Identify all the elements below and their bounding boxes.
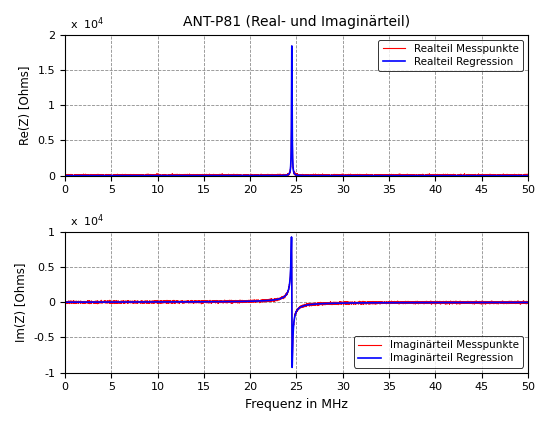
Line: Imaginärteil Regression: Imaginärteil Regression [65,237,528,368]
Legend: Realteil Messpunkte, Realteil Regression: Realteil Messpunkte, Realteil Regression [378,40,523,71]
Realteil Regression [85,173,92,178]
Text: x  10$^4$: x 10$^4$ [69,15,104,32]
Realteil Messpunkte [85,173,92,178]
Imaginärteil Regression [525,300,531,305]
Imaginärteil Messpunkte [430,300,437,305]
Realteil Regression [430,173,436,178]
Realteil Messpunkte [336,173,343,178]
Imaginärteil Messpunkte [288,234,295,239]
Imaginärteil Regression [229,299,236,304]
Line: Realteil Messpunkte: Realteil Messpunkte [65,46,528,176]
Imaginärteil Messpunkte [62,299,69,305]
Realteil Regression [62,173,69,178]
Imaginärteil Messpunkte [336,302,343,307]
Realteil Messpunkte [62,173,69,178]
Realteil Messpunkte [289,43,295,49]
Imaginärteil Regression [288,234,295,239]
Realteil Regression [356,173,362,178]
Y-axis label: Re(Z) [Ohms]: Re(Z) [Ohms] [19,65,32,145]
Realteil Messpunkte [229,173,236,178]
Line: Imaginärteil Messpunkte: Imaginärteil Messpunkte [65,237,528,367]
Line: Realteil Regression: Realteil Regression [65,46,528,176]
Realteil Regression [289,43,295,49]
Realteil Messpunkte [356,173,362,178]
Realteil Regression [229,173,236,178]
Realteil Regression [405,173,412,178]
X-axis label: Frequenz in MHz: Frequenz in MHz [245,398,348,411]
Realteil Messpunkte [430,173,437,178]
Realteil Messpunkte [525,173,531,178]
Realteil Messpunkte [62,172,69,177]
Y-axis label: Im(Z) [Ohms]: Im(Z) [Ohms] [15,262,28,342]
Imaginärteil Regression [85,299,92,305]
Realteil Regression [336,173,343,178]
Title: ANT-P81 (Real- und Imaginärteil): ANT-P81 (Real- und Imaginärteil) [183,15,410,29]
Text: x  10$^4$: x 10$^4$ [69,212,104,229]
Realteil Regression [525,173,531,178]
Imaginärteil Messpunkte [405,300,412,305]
Imaginärteil Messpunkte [289,364,295,369]
Imaginärteil Regression [356,300,362,305]
Imaginärteil Regression [430,300,437,305]
Imaginärteil Messpunkte [356,300,362,305]
Imaginärteil Regression [336,301,343,306]
Imaginärteil Regression [62,299,69,305]
Imaginärteil Messpunkte [525,300,531,305]
Realteil Messpunkte [405,173,412,178]
Imaginärteil Regression [405,300,412,305]
Imaginärteil Messpunkte [85,300,92,305]
Imaginärteil Messpunkte [229,299,236,304]
Imaginärteil Regression [289,365,295,370]
Legend: Imaginärteil Messpunkte, Imaginärteil Regression: Imaginärteil Messpunkte, Imaginärteil Re… [354,336,523,368]
